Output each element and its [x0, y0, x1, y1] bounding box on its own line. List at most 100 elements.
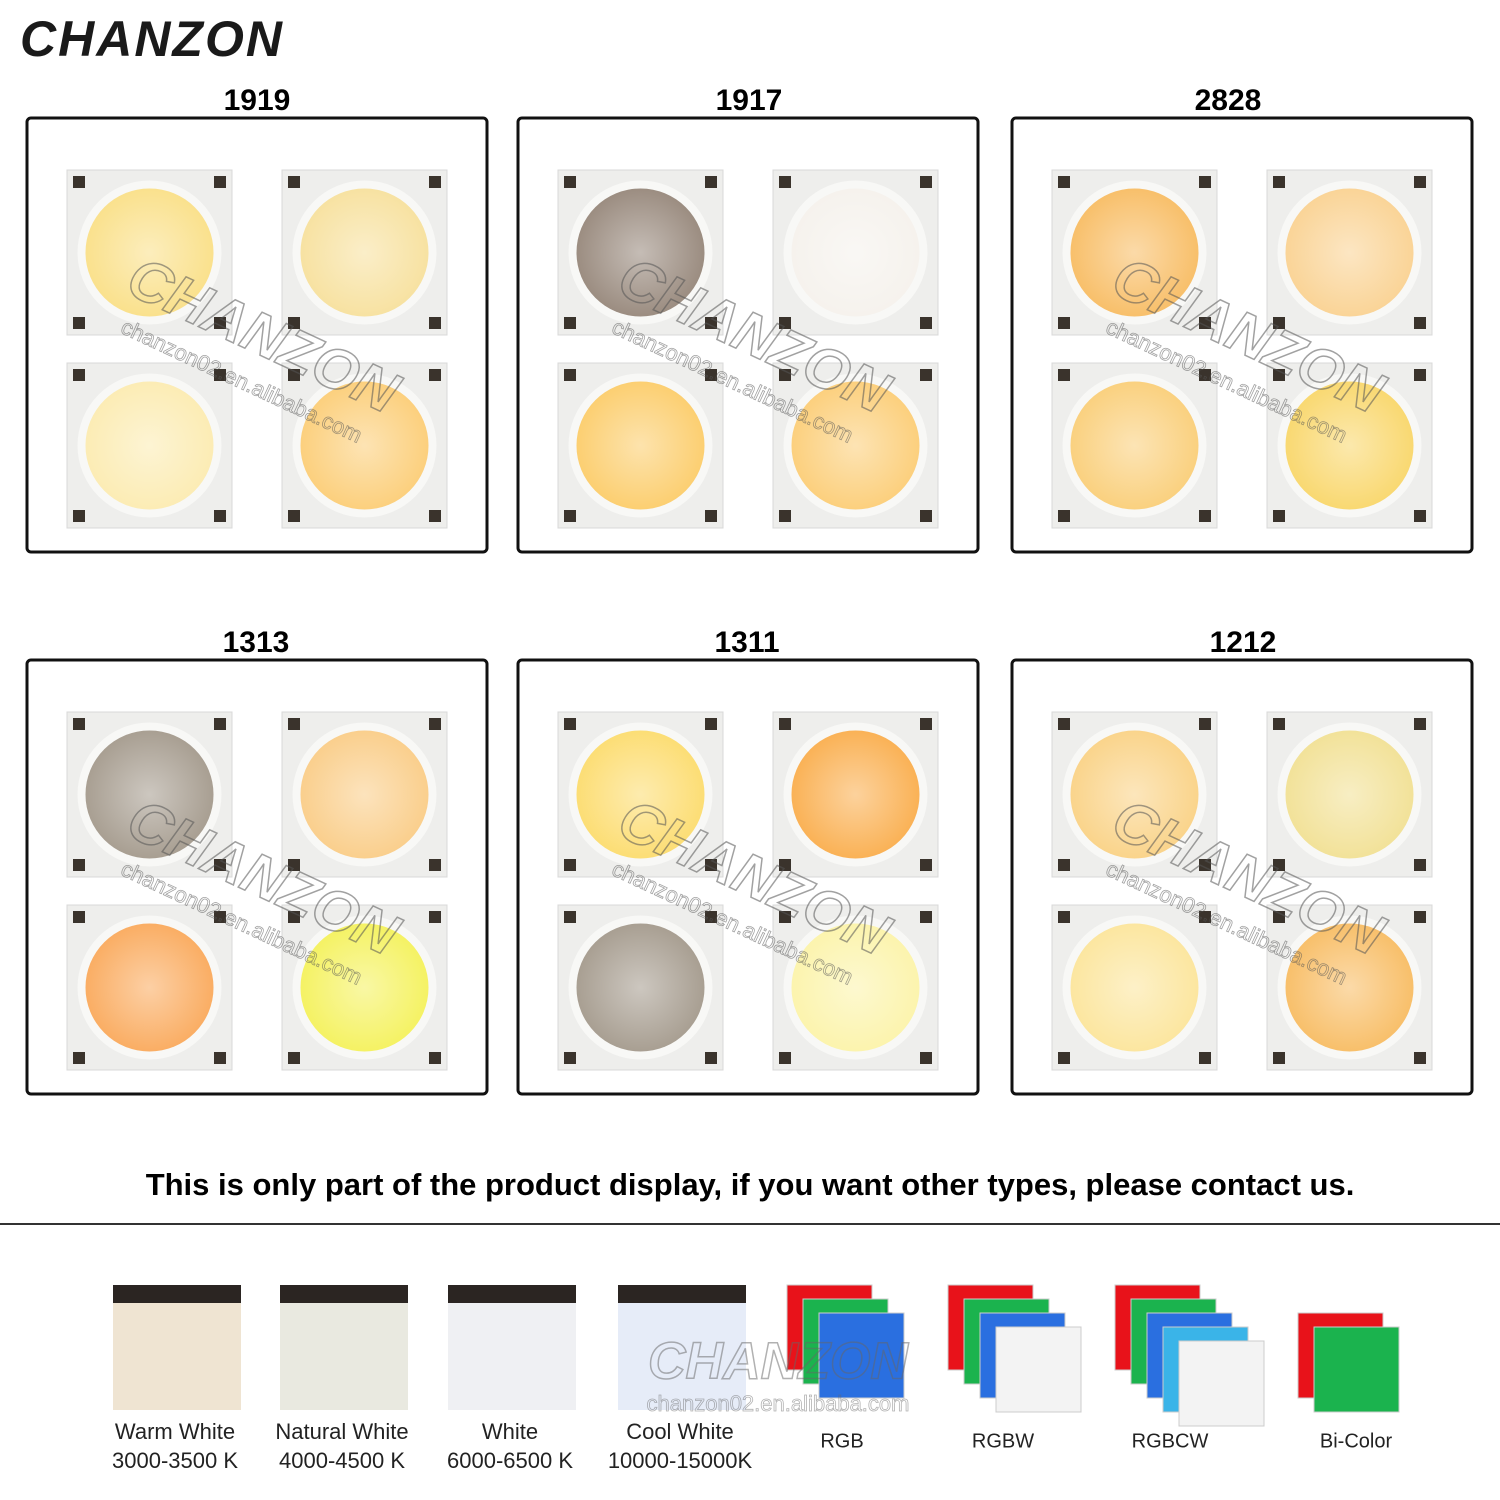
swatch-label: 6000-6500 K — [447, 1448, 573, 1473]
swatch-fixture — [280, 1285, 408, 1303]
chip-pad — [1414, 510, 1426, 522]
chip-pad — [705, 911, 717, 923]
chip-pad — [564, 1052, 576, 1064]
chip-pad — [1414, 718, 1426, 730]
panel-title: 1917 — [716, 84, 783, 117]
chip-pad — [73, 317, 85, 329]
chip-pad — [1199, 369, 1211, 381]
chip-pad — [1058, 911, 1070, 923]
chip-pad — [1414, 859, 1426, 871]
chip-pad — [73, 510, 85, 522]
swatch-label: Bi-Color — [1320, 1430, 1393, 1452]
chip-pad — [1414, 369, 1426, 381]
chip-pad — [1273, 911, 1285, 923]
chip-pad — [288, 1052, 300, 1064]
chip-pad — [73, 718, 85, 730]
swatch-label: Cool White — [626, 1419, 734, 1444]
chip-glow — [1285, 923, 1414, 1052]
panel-title: 2828 — [1195, 84, 1262, 117]
chip-pad — [1273, 859, 1285, 871]
chip-pad — [564, 911, 576, 923]
chip-pad — [779, 1052, 791, 1064]
chip-pad — [1273, 369, 1285, 381]
chip-pad — [214, 369, 226, 381]
chip-pad — [429, 510, 441, 522]
chip-pad — [1273, 718, 1285, 730]
chip-pad — [779, 317, 791, 329]
chip-pad — [779, 718, 791, 730]
chip-pad — [429, 176, 441, 188]
panel-title: 1212 — [1210, 626, 1277, 659]
chip-pad — [920, 859, 932, 871]
chip-pad — [920, 510, 932, 522]
watermark-brand: CHANZON — [648, 1333, 909, 1391]
chip-pad — [779, 911, 791, 923]
chip-pad — [705, 317, 717, 329]
chip-pad — [920, 718, 932, 730]
chip-glow — [85, 730, 214, 859]
chip-pad — [705, 1052, 717, 1064]
chip-glow — [300, 923, 429, 1052]
notice: This is only part of the product display… — [146, 1167, 1355, 1202]
chip-glow — [576, 923, 705, 1052]
chip-pad — [1199, 859, 1211, 871]
chip-pad — [705, 369, 717, 381]
swatch — [1313, 1326, 1400, 1413]
chip-pad — [564, 718, 576, 730]
panel-title: 1919 — [224, 84, 291, 117]
chip-pad — [1414, 911, 1426, 923]
chip-pad — [920, 1052, 932, 1064]
chip-pad — [1058, 369, 1070, 381]
chip-pad — [429, 859, 441, 871]
chip-pad — [779, 859, 791, 871]
chip-glow — [1070, 188, 1199, 317]
chip-pad — [1199, 718, 1211, 730]
chip-glow — [300, 381, 429, 510]
watermark-url: chanzon02.en.alibaba.com — [647, 1391, 910, 1416]
chip-pad — [920, 317, 932, 329]
chip-glow — [576, 381, 705, 510]
chip-glow — [1070, 923, 1199, 1052]
swatch-label: RGB — [820, 1430, 863, 1452]
swatch — [448, 1285, 576, 1410]
panel-title: 1313 — [223, 626, 290, 659]
chip-pad — [1273, 510, 1285, 522]
chip-pad — [1273, 317, 1285, 329]
chip-glow — [791, 188, 920, 317]
swatch-fixture — [618, 1285, 746, 1303]
chip-pad — [705, 718, 717, 730]
chip-pad — [429, 369, 441, 381]
chip-pad — [214, 510, 226, 522]
chip-pad — [564, 859, 576, 871]
swatch-fixture — [113, 1285, 241, 1303]
chip-pad — [779, 176, 791, 188]
chip-glow — [1070, 730, 1199, 859]
swatch-fixture — [448, 1285, 576, 1303]
chip-glow — [576, 730, 705, 859]
chip-glow — [85, 188, 214, 317]
chip-pad — [1414, 317, 1426, 329]
chip-pad — [1199, 911, 1211, 923]
chip-pad — [1058, 859, 1070, 871]
chip-pad — [429, 1052, 441, 1064]
chip-pad — [564, 369, 576, 381]
chip-glow — [1285, 730, 1414, 859]
chip-pad — [214, 859, 226, 871]
chip-pad — [214, 718, 226, 730]
chip-pad — [288, 718, 300, 730]
panel-title: 1311 — [714, 626, 779, 659]
chip-pad — [920, 176, 932, 188]
swatch-label: RGBW — [972, 1430, 1034, 1452]
chip-pad — [1199, 176, 1211, 188]
chip-pad — [214, 911, 226, 923]
swatch — [995, 1326, 1082, 1413]
chip-glow — [791, 381, 920, 510]
chip-pad — [1199, 510, 1211, 522]
chip-pad — [429, 911, 441, 923]
chip-pad — [429, 317, 441, 329]
swatch — [1178, 1340, 1265, 1427]
swatch-label: 3000-3500 K — [112, 1448, 238, 1473]
chip-pad — [214, 1052, 226, 1064]
